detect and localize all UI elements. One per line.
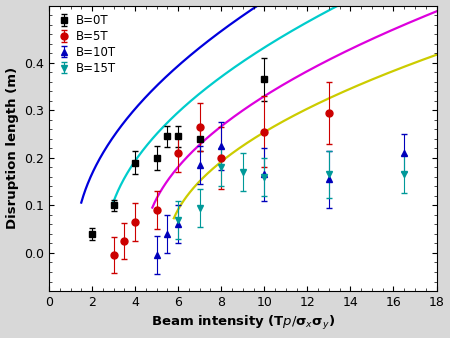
X-axis label: $\mathbf{Beam\ intensity\ (T}p/\mathbf{\sigma}_x\mathbf{\sigma}_y\mathbf{)}$: $\mathbf{Beam\ intensity\ (T}p/\mathbf{\… (151, 314, 335, 333)
Y-axis label: Disruption length (m): Disruption length (m) (5, 67, 18, 230)
Legend: B=0T, B=5T, B=10T, B=15T: B=0T, B=5T, B=10T, B=15T (55, 11, 119, 77)
